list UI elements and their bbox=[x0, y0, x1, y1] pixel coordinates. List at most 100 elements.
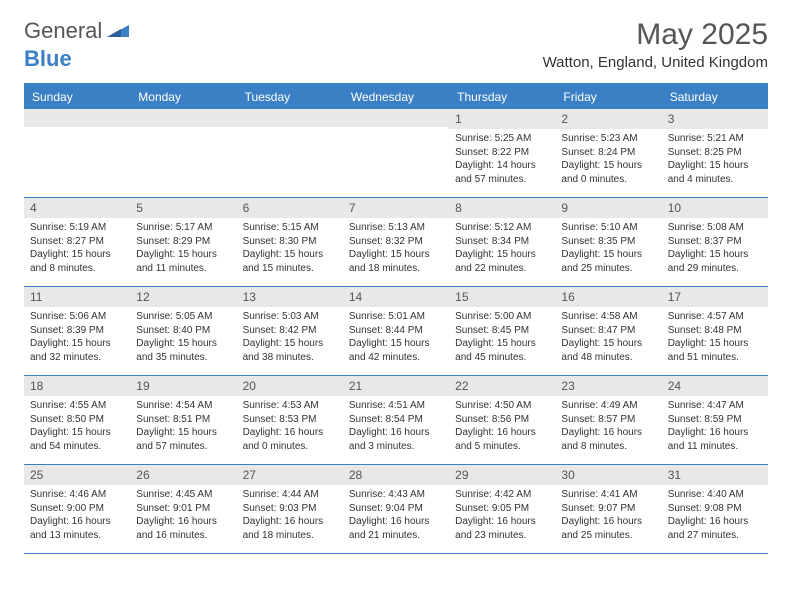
calendar-cell: 26Sunrise: 4:45 AMSunset: 9:01 PMDayligh… bbox=[130, 465, 236, 553]
day-number: 28 bbox=[343, 465, 449, 485]
sunrise-line: Sunrise: 4:40 AM bbox=[668, 488, 762, 502]
day-header: Wednesday bbox=[343, 85, 449, 109]
sunrise-line: Sunrise: 4:51 AM bbox=[349, 399, 443, 413]
daylight-line: Daylight: 16 hours and 5 minutes. bbox=[455, 426, 549, 453]
day-body bbox=[130, 127, 236, 187]
day-body: Sunrise: 5:23 AMSunset: 8:24 PMDaylight:… bbox=[555, 129, 661, 192]
sunrise-line: Sunrise: 4:45 AM bbox=[136, 488, 230, 502]
day-number: 27 bbox=[237, 465, 343, 485]
day-body: Sunrise: 4:57 AMSunset: 8:48 PMDaylight:… bbox=[662, 307, 768, 370]
day-body: Sunrise: 5:01 AMSunset: 8:44 PMDaylight:… bbox=[343, 307, 449, 370]
logo-triangle-icon bbox=[107, 21, 129, 42]
daylight-line: Daylight: 15 hours and 15 minutes. bbox=[243, 248, 337, 275]
week-row: 25Sunrise: 4:46 AMSunset: 9:00 PMDayligh… bbox=[24, 465, 768, 554]
day-body bbox=[24, 127, 130, 187]
day-body: Sunrise: 5:12 AMSunset: 8:34 PMDaylight:… bbox=[449, 218, 555, 281]
day-number: 7 bbox=[343, 198, 449, 218]
day-number: 12 bbox=[130, 287, 236, 307]
daylight-line: Daylight: 16 hours and 25 minutes. bbox=[561, 515, 655, 542]
day-number bbox=[130, 109, 236, 127]
day-body: Sunrise: 5:17 AMSunset: 8:29 PMDaylight:… bbox=[130, 218, 236, 281]
day-number: 10 bbox=[662, 198, 768, 218]
calendar-cell: 1Sunrise: 5:25 AMSunset: 8:22 PMDaylight… bbox=[449, 109, 555, 197]
daylight-line: Daylight: 15 hours and 42 minutes. bbox=[349, 337, 443, 364]
calendar-cell: 21Sunrise: 4:51 AMSunset: 8:54 PMDayligh… bbox=[343, 376, 449, 464]
day-number: 23 bbox=[555, 376, 661, 396]
day-body: Sunrise: 5:00 AMSunset: 8:45 PMDaylight:… bbox=[449, 307, 555, 370]
calendar-cell: 27Sunrise: 4:44 AMSunset: 9:03 PMDayligh… bbox=[237, 465, 343, 553]
calendar-cell: 28Sunrise: 4:43 AMSunset: 9:04 PMDayligh… bbox=[343, 465, 449, 553]
day-body: Sunrise: 5:13 AMSunset: 8:32 PMDaylight:… bbox=[343, 218, 449, 281]
month-title: May 2025 bbox=[543, 18, 768, 52]
sunrise-line: Sunrise: 5:25 AM bbox=[455, 132, 549, 146]
sunrise-line: Sunrise: 5:12 AM bbox=[455, 221, 549, 235]
day-body: Sunrise: 4:41 AMSunset: 9:07 PMDaylight:… bbox=[555, 485, 661, 548]
sunset-line: Sunset: 9:05 PM bbox=[455, 502, 549, 516]
calendar-cell: 2Sunrise: 5:23 AMSunset: 8:24 PMDaylight… bbox=[555, 109, 661, 197]
sunset-line: Sunset: 8:27 PM bbox=[30, 235, 124, 249]
sunrise-line: Sunrise: 5:17 AM bbox=[136, 221, 230, 235]
day-body: Sunrise: 4:53 AMSunset: 8:53 PMDaylight:… bbox=[237, 396, 343, 459]
logo-text-blue: Blue bbox=[24, 46, 72, 71]
day-number: 11 bbox=[24, 287, 130, 307]
day-number: 15 bbox=[449, 287, 555, 307]
day-body: Sunrise: 5:15 AMSunset: 8:30 PMDaylight:… bbox=[237, 218, 343, 281]
calendar-cell: 9Sunrise: 5:10 AMSunset: 8:35 PMDaylight… bbox=[555, 198, 661, 286]
sunrise-line: Sunrise: 4:57 AM bbox=[668, 310, 762, 324]
calendar-cell: 25Sunrise: 4:46 AMSunset: 9:00 PMDayligh… bbox=[24, 465, 130, 553]
daylight-line: Daylight: 16 hours and 16 minutes. bbox=[136, 515, 230, 542]
sunrise-line: Sunrise: 4:42 AM bbox=[455, 488, 549, 502]
calendar-cell: 14Sunrise: 5:01 AMSunset: 8:44 PMDayligh… bbox=[343, 287, 449, 375]
sunrise-line: Sunrise: 5:15 AM bbox=[243, 221, 337, 235]
day-number: 1 bbox=[449, 109, 555, 129]
calendar-cell bbox=[130, 109, 236, 197]
day-number: 8 bbox=[449, 198, 555, 218]
day-body: Sunrise: 4:42 AMSunset: 9:05 PMDaylight:… bbox=[449, 485, 555, 548]
day-body: Sunrise: 4:43 AMSunset: 9:04 PMDaylight:… bbox=[343, 485, 449, 548]
sunset-line: Sunset: 9:01 PM bbox=[136, 502, 230, 516]
day-header: Monday bbox=[130, 85, 236, 109]
calendar-cell: 20Sunrise: 4:53 AMSunset: 8:53 PMDayligh… bbox=[237, 376, 343, 464]
daylight-line: Daylight: 15 hours and 35 minutes. bbox=[136, 337, 230, 364]
daylight-line: Daylight: 16 hours and 8 minutes. bbox=[561, 426, 655, 453]
sunset-line: Sunset: 8:45 PM bbox=[455, 324, 549, 338]
day-number bbox=[237, 109, 343, 127]
calendar-cell: 11 Sunrise: 5:06 AMSunset: 8:39 PMDayligh… bbox=[24, 287, 130, 375]
calendar-cell: 15Sunrise: 5:00 AMSunset: 8:45 PMDayligh… bbox=[449, 287, 555, 375]
daylight-line: Daylight: 16 hours and 21 minutes. bbox=[349, 515, 443, 542]
daylight-line: Daylight: 15 hours and 4 minutes. bbox=[668, 159, 762, 186]
sunset-line: Sunset: 8:54 PM bbox=[349, 413, 443, 427]
day-number: 21 bbox=[343, 376, 449, 396]
daylight-line: Daylight: 15 hours and 32 minutes. bbox=[30, 337, 124, 364]
sunset-line: Sunset: 8:57 PM bbox=[561, 413, 655, 427]
day-number: 22 bbox=[449, 376, 555, 396]
day-body: Sunrise: 4:58 AMSunset: 8:47 PMDaylight:… bbox=[555, 307, 661, 370]
day-body: Sunrise: 5:21 AMSunset: 8:25 PMDaylight:… bbox=[662, 129, 768, 192]
calendar-cell: 24Sunrise: 4:47 AMSunset: 8:59 PMDayligh… bbox=[662, 376, 768, 464]
day-header: Tuesday bbox=[237, 85, 343, 109]
sunset-line: Sunset: 8:34 PM bbox=[455, 235, 549, 249]
sunset-line: Sunset: 8:37 PM bbox=[668, 235, 762, 249]
day-number: 17 bbox=[662, 287, 768, 307]
sunrise-line: Sunrise: 5:06 AM bbox=[30, 310, 124, 324]
daylight-line: Daylight: 14 hours and 57 minutes. bbox=[455, 159, 549, 186]
calendar-cell: 29Sunrise: 4:42 AMSunset: 9:05 PMDayligh… bbox=[449, 465, 555, 553]
day-number: 29 bbox=[449, 465, 555, 485]
sunset-line: Sunset: 8:39 PM bbox=[30, 324, 124, 338]
day-body: Sunrise: 4:50 AMSunset: 8:56 PMDaylight:… bbox=[449, 396, 555, 459]
day-body: Sunrise: 5:19 AMSunset: 8:27 PMDaylight:… bbox=[24, 218, 130, 281]
day-body: Sunrise: 5:05 AMSunset: 8:40 PMDaylight:… bbox=[130, 307, 236, 370]
day-number: 30 bbox=[555, 465, 661, 485]
sunset-line: Sunset: 8:44 PM bbox=[349, 324, 443, 338]
day-header: Friday bbox=[555, 85, 661, 109]
weeks-container: 1Sunrise: 5:25 AMSunset: 8:22 PMDaylight… bbox=[24, 109, 768, 554]
daylight-line: Daylight: 15 hours and 29 minutes. bbox=[668, 248, 762, 275]
sunset-line: Sunset: 8:35 PM bbox=[561, 235, 655, 249]
day-header: Sunday bbox=[24, 85, 130, 109]
week-row: 18Sunrise: 4:55 AMSunset: 8:50 PMDayligh… bbox=[24, 376, 768, 465]
sunrise-line: Sunrise: 4:46 AM bbox=[30, 488, 124, 502]
daylight-line: Daylight: 15 hours and 22 minutes. bbox=[455, 248, 549, 275]
sunset-line: Sunset: 9:03 PM bbox=[243, 502, 337, 516]
calendar-cell: 5Sunrise: 5:17 AMSunset: 8:29 PMDaylight… bbox=[130, 198, 236, 286]
sunset-line: Sunset: 9:00 PM bbox=[30, 502, 124, 516]
